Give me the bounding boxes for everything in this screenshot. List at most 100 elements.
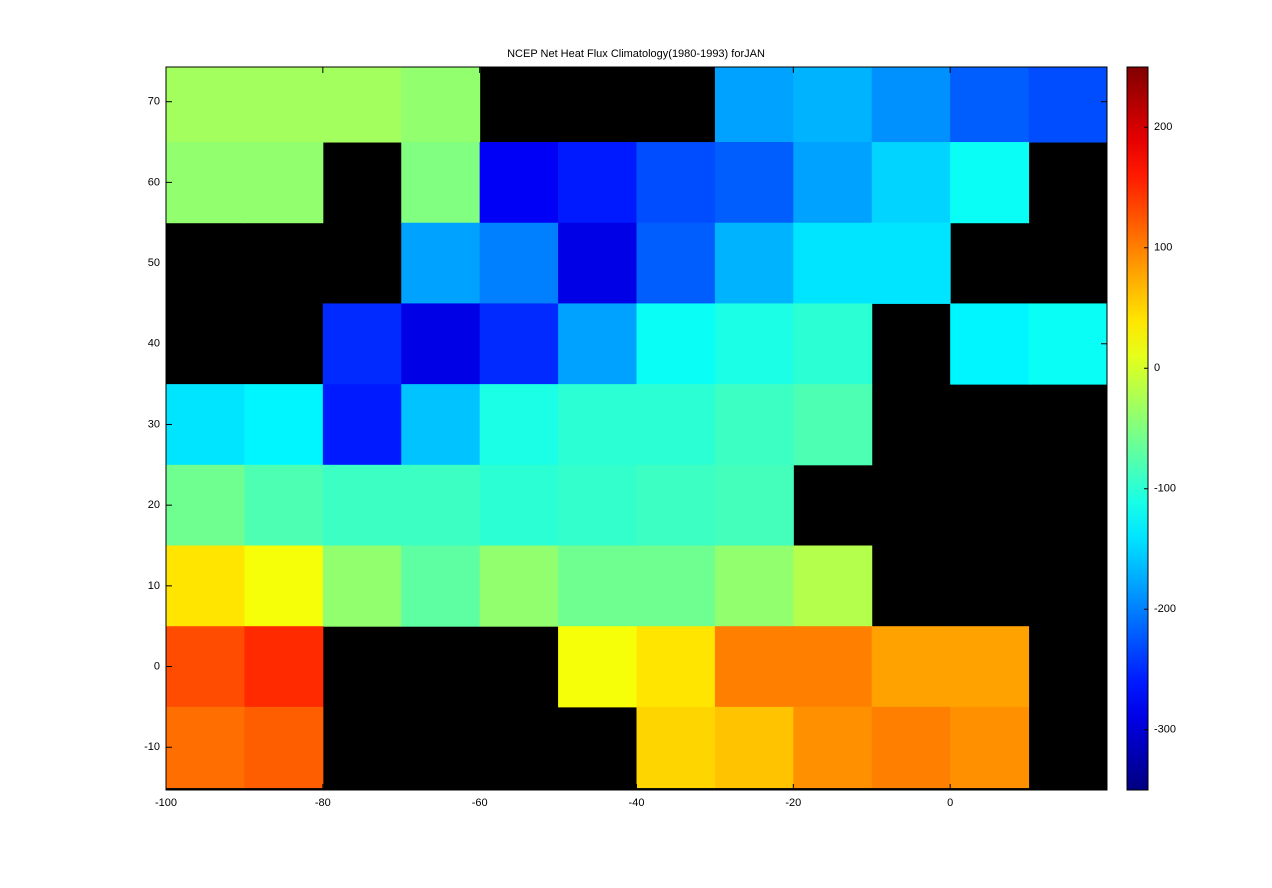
heat-cell [322, 464, 402, 547]
heat-cell [871, 142, 951, 224]
heat-cell [793, 384, 873, 466]
heat-cell [636, 142, 716, 224]
y-tick-label: 70 [148, 96, 160, 108]
cells [166, 67, 1107, 789]
heat-cell [166, 464, 245, 547]
heat-cell [950, 67, 1030, 143]
heat-cell [401, 222, 481, 304]
heat-cell [244, 142, 324, 224]
heat-cell [950, 706, 1030, 789]
x-tick-label: -40 [629, 797, 645, 809]
chart-title: NCEP Net Heat Flux Climatology(1980-1993… [507, 48, 765, 60]
heat-cell [714, 384, 794, 466]
heat-cell [244, 67, 324, 143]
heat-cell [401, 545, 481, 627]
heat-cell [558, 303, 637, 385]
heat-cell [871, 67, 951, 143]
heat-cell [558, 545, 637, 627]
heat-cell [244, 706, 324, 789]
heat-cell [714, 222, 794, 304]
colorbar-tick-label: 0 [1154, 362, 1160, 374]
heat-cell [479, 142, 559, 224]
colorbar [1126, 66, 1149, 791]
heat-cell [950, 303, 1030, 385]
heat-cell [636, 706, 716, 789]
heat-cell [401, 464, 481, 547]
heat-cell [322, 67, 402, 143]
heat-cell [558, 464, 637, 547]
heat-cell [636, 303, 716, 385]
heat-cell [401, 303, 481, 385]
heat-cell [793, 67, 873, 143]
heat-cell [166, 67, 245, 143]
heat-cell [322, 384, 402, 466]
heat-cell [714, 464, 794, 547]
heat-cell [714, 303, 794, 385]
y-tick-label: 20 [148, 499, 160, 511]
heat-cell [636, 222, 716, 304]
heat-cell [793, 142, 873, 224]
heat-cell [714, 706, 794, 789]
heat-cell [558, 626, 637, 708]
heat-cell [479, 222, 559, 304]
x-tick-label: -60 [472, 797, 488, 809]
heat-cell [950, 626, 1030, 708]
heat-cell [714, 545, 794, 627]
colorbar-tick-label: -300 [1154, 724, 1176, 736]
colorbar-tick-label: -200 [1154, 603, 1176, 615]
heat-cell [950, 142, 1030, 224]
colorbar-tick-label: 200 [1154, 121, 1172, 133]
heat-cell [322, 303, 402, 385]
heat-cell [244, 626, 324, 708]
heat-cell [166, 142, 245, 224]
y-tick-label: 60 [148, 176, 160, 188]
heat-cell [871, 626, 951, 708]
heat-cell [636, 626, 716, 708]
heat-cell [636, 545, 716, 627]
heat-cell [793, 222, 873, 304]
heat-cell [244, 464, 324, 547]
heat-cell [793, 545, 873, 627]
heat-cell [714, 142, 794, 224]
heat-cell [166, 626, 245, 708]
y-tick-label: 0 [154, 660, 160, 672]
x-tick-label: -80 [315, 797, 331, 809]
heat-cell [636, 464, 716, 547]
heat-cell [401, 384, 481, 466]
colorbar-tick-label: -100 [1154, 483, 1176, 495]
y-tick-label: 40 [148, 338, 160, 350]
heat-cell [793, 303, 873, 385]
heat-cell [401, 67, 481, 143]
heat-cell [714, 626, 794, 708]
heat-cell [479, 384, 559, 466]
y-tick-label: 30 [148, 418, 160, 430]
colorbar-tick-label: 100 [1154, 242, 1172, 254]
heat-cell [244, 384, 324, 466]
heat-cell [714, 67, 794, 143]
heat-cell [166, 706, 245, 789]
heat-cell [166, 384, 245, 466]
heat-cell [636, 384, 716, 466]
heat-cell [401, 142, 481, 224]
x-tick-label: -100 [155, 797, 177, 809]
heat-cell [322, 545, 402, 627]
y-tick-label: 10 [148, 580, 160, 592]
x-tick-label: -20 [785, 797, 801, 809]
heat-cell [793, 706, 873, 789]
heat-cell [244, 545, 324, 627]
heat-cell [479, 303, 559, 385]
x-tick-label: 0 [947, 797, 953, 809]
heat-cell [793, 626, 873, 708]
y-tick-label: -10 [144, 741, 160, 753]
heat-cell [871, 222, 951, 304]
heat-cell [1028, 67, 1107, 143]
heat-cell [871, 706, 951, 789]
heat-cell [479, 545, 559, 627]
heat-cell [1028, 303, 1107, 385]
heat-cell [558, 142, 637, 224]
heat-cell [558, 384, 637, 466]
y-tick-label: 50 [148, 257, 160, 269]
heat-cell [558, 222, 637, 304]
heat-cell [166, 545, 245, 627]
